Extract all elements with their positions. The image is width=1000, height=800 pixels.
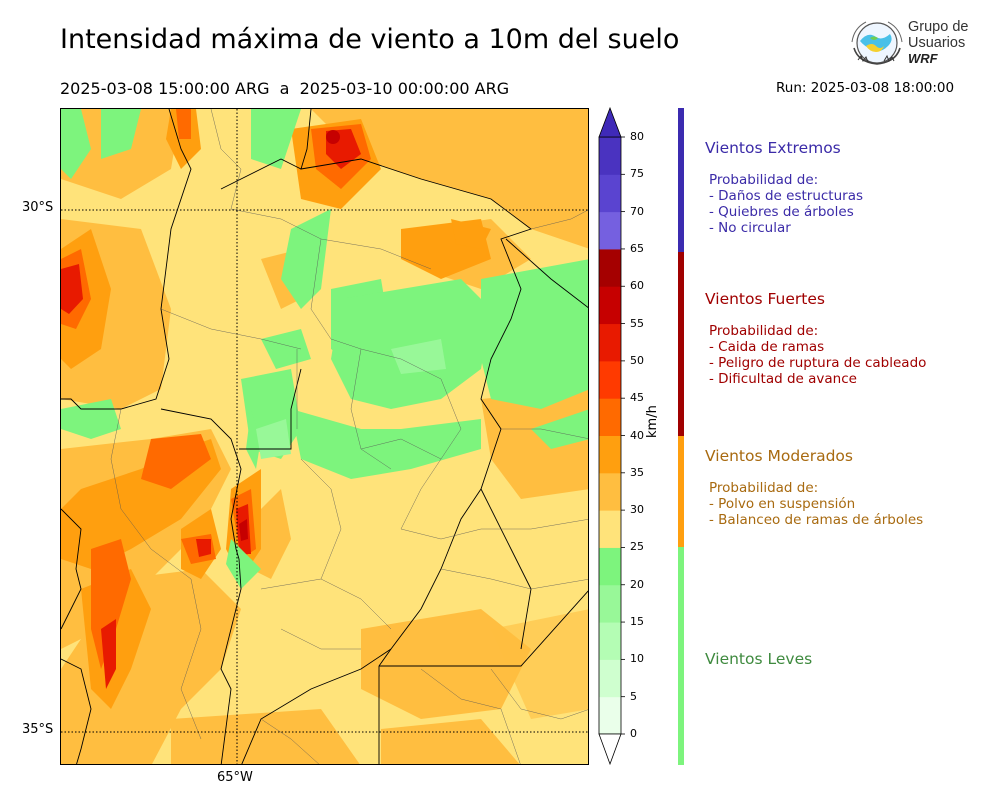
logo-text-line-2: Usuarios — [908, 35, 966, 51]
colorbar-band — [599, 696, 621, 735]
logo-text-line-1: Grupo de — [908, 19, 969, 35]
colorbar-band — [599, 435, 621, 474]
colorbar-band — [599, 622, 621, 660]
category-moderados: Vientos Moderados Probabilidad de: - Pol… — [705, 447, 923, 528]
colorbar-tick-label: 65 — [630, 241, 644, 255]
stripe-extremos — [678, 108, 684, 252]
colorbar-tick-label: 15 — [630, 615, 644, 629]
colorbar-unit: km/h — [645, 405, 660, 438]
category-leves: Vientos Leves — [705, 650, 812, 668]
page-title: Intensidad máxima de viento a 10m del su… — [60, 24, 680, 55]
category-title: Vientos Leves — [705, 650, 813, 668]
colorbar-band — [599, 137, 621, 175]
colorbar-band — [599, 360, 621, 399]
colorbar-tick-label: 50 — [630, 353, 644, 367]
colorbar-band — [599, 248, 621, 287]
colorbar-over-arrow — [598, 106, 622, 138]
colorbar-band — [599, 398, 621, 436]
category-title: Vientos Moderados — [705, 447, 853, 465]
stripe-fuertes — [678, 252, 684, 436]
field-55-65 — [239, 130, 340, 541]
category-line: - Dificultad de avance — [709, 371, 857, 387]
colorbar-tick-label: 10 — [630, 652, 644, 666]
colorbar-tick-label: 0 — [630, 727, 637, 740]
run-time: Run: 2025-03-08 18:00:00 — [776, 80, 955, 96]
category-line: - Quiebres de árboles — [709, 204, 854, 220]
colorbar-tick-label: 25 — [630, 540, 644, 554]
category-extremos: Vientos Extremos Probabilidad de: - Daño… — [705, 139, 863, 236]
colorbar-band — [599, 472, 621, 511]
category-line: - Peligro de ruptura de cableado — [709, 355, 927, 371]
colorbar — [598, 106, 625, 766]
category-line: - Balanceo de ramas de árboles — [709, 512, 924, 528]
colorbar-tick-label: 35 — [630, 465, 644, 479]
colorbar-tick-label: 75 — [630, 167, 644, 181]
lat-label-35s: 35°S — [22, 722, 54, 737]
colorbar-band — [599, 174, 621, 213]
category-line: - Caida de ramas — [709, 339, 825, 355]
category-title: Vientos Fuertes — [705, 290, 825, 308]
logo-text-line-3: WRF — [908, 51, 938, 66]
country-borders — [61, 109, 588, 764]
colorbar-tick-label: 20 — [630, 577, 644, 591]
colorbar-tick-label: 30 — [630, 503, 644, 517]
colorbar-tick-label: 70 — [630, 204, 644, 218]
field-below-25 — [61, 109, 588, 589]
colorbar-tick-label: 45 — [630, 391, 644, 405]
lat-label-30s: 30°S — [22, 200, 54, 215]
category-fuertes: Vientos Fuertes Probabilidad de: - Caida… — [705, 290, 926, 387]
wind-map — [60, 108, 589, 765]
colorbar-tick-label: 60 — [630, 279, 644, 293]
forecast-period: 2025-03-08 15:00:00 ARG a 2025-03-10 00:… — [60, 79, 510, 98]
colorbar-band — [599, 211, 621, 250]
province-borders — [110, 109, 588, 764]
colorbar-under-arrow — [598, 733, 622, 766]
lon-label-65w: 65°W — [217, 770, 253, 785]
colorbar-band — [599, 584, 621, 623]
colorbar-tick-label: 40 — [630, 428, 644, 442]
category-line: Probabilidad de: — [709, 323, 819, 339]
wrf-logo: Grupo de Usuarios WRF — [848, 16, 970, 74]
stripe-leves — [678, 547, 684, 765]
field-45-55 — [61, 129, 361, 689]
category-line: - Polvo en suspensión — [709, 496, 856, 512]
colorbar-band — [599, 659, 621, 698]
colorbar-band — [599, 323, 621, 362]
category-line: - Daños de estructuras — [709, 188, 864, 204]
wind-map-svg — [61, 109, 588, 764]
colorbar-band — [599, 286, 621, 325]
stripe-moderados — [678, 436, 684, 547]
coordinate-gridlines — [61, 109, 588, 764]
colorbar-band — [599, 547, 621, 586]
globe-wind-logo-icon — [851, 21, 903, 65]
category-title: Vientos Extremos — [705, 139, 841, 157]
colorbar-tick-label: 80 — [630, 130, 644, 143]
colorbar-band — [599, 510, 621, 548]
field-light-se — [491, 609, 588, 719]
colorbar-tick-label: 5 — [630, 689, 637, 703]
colorbar-tick-label: 55 — [630, 316, 644, 330]
category-line: Probabilidad de: — [709, 480, 819, 496]
category-line: - No circular — [709, 220, 791, 236]
category-line: Probabilidad de: — [709, 172, 819, 188]
